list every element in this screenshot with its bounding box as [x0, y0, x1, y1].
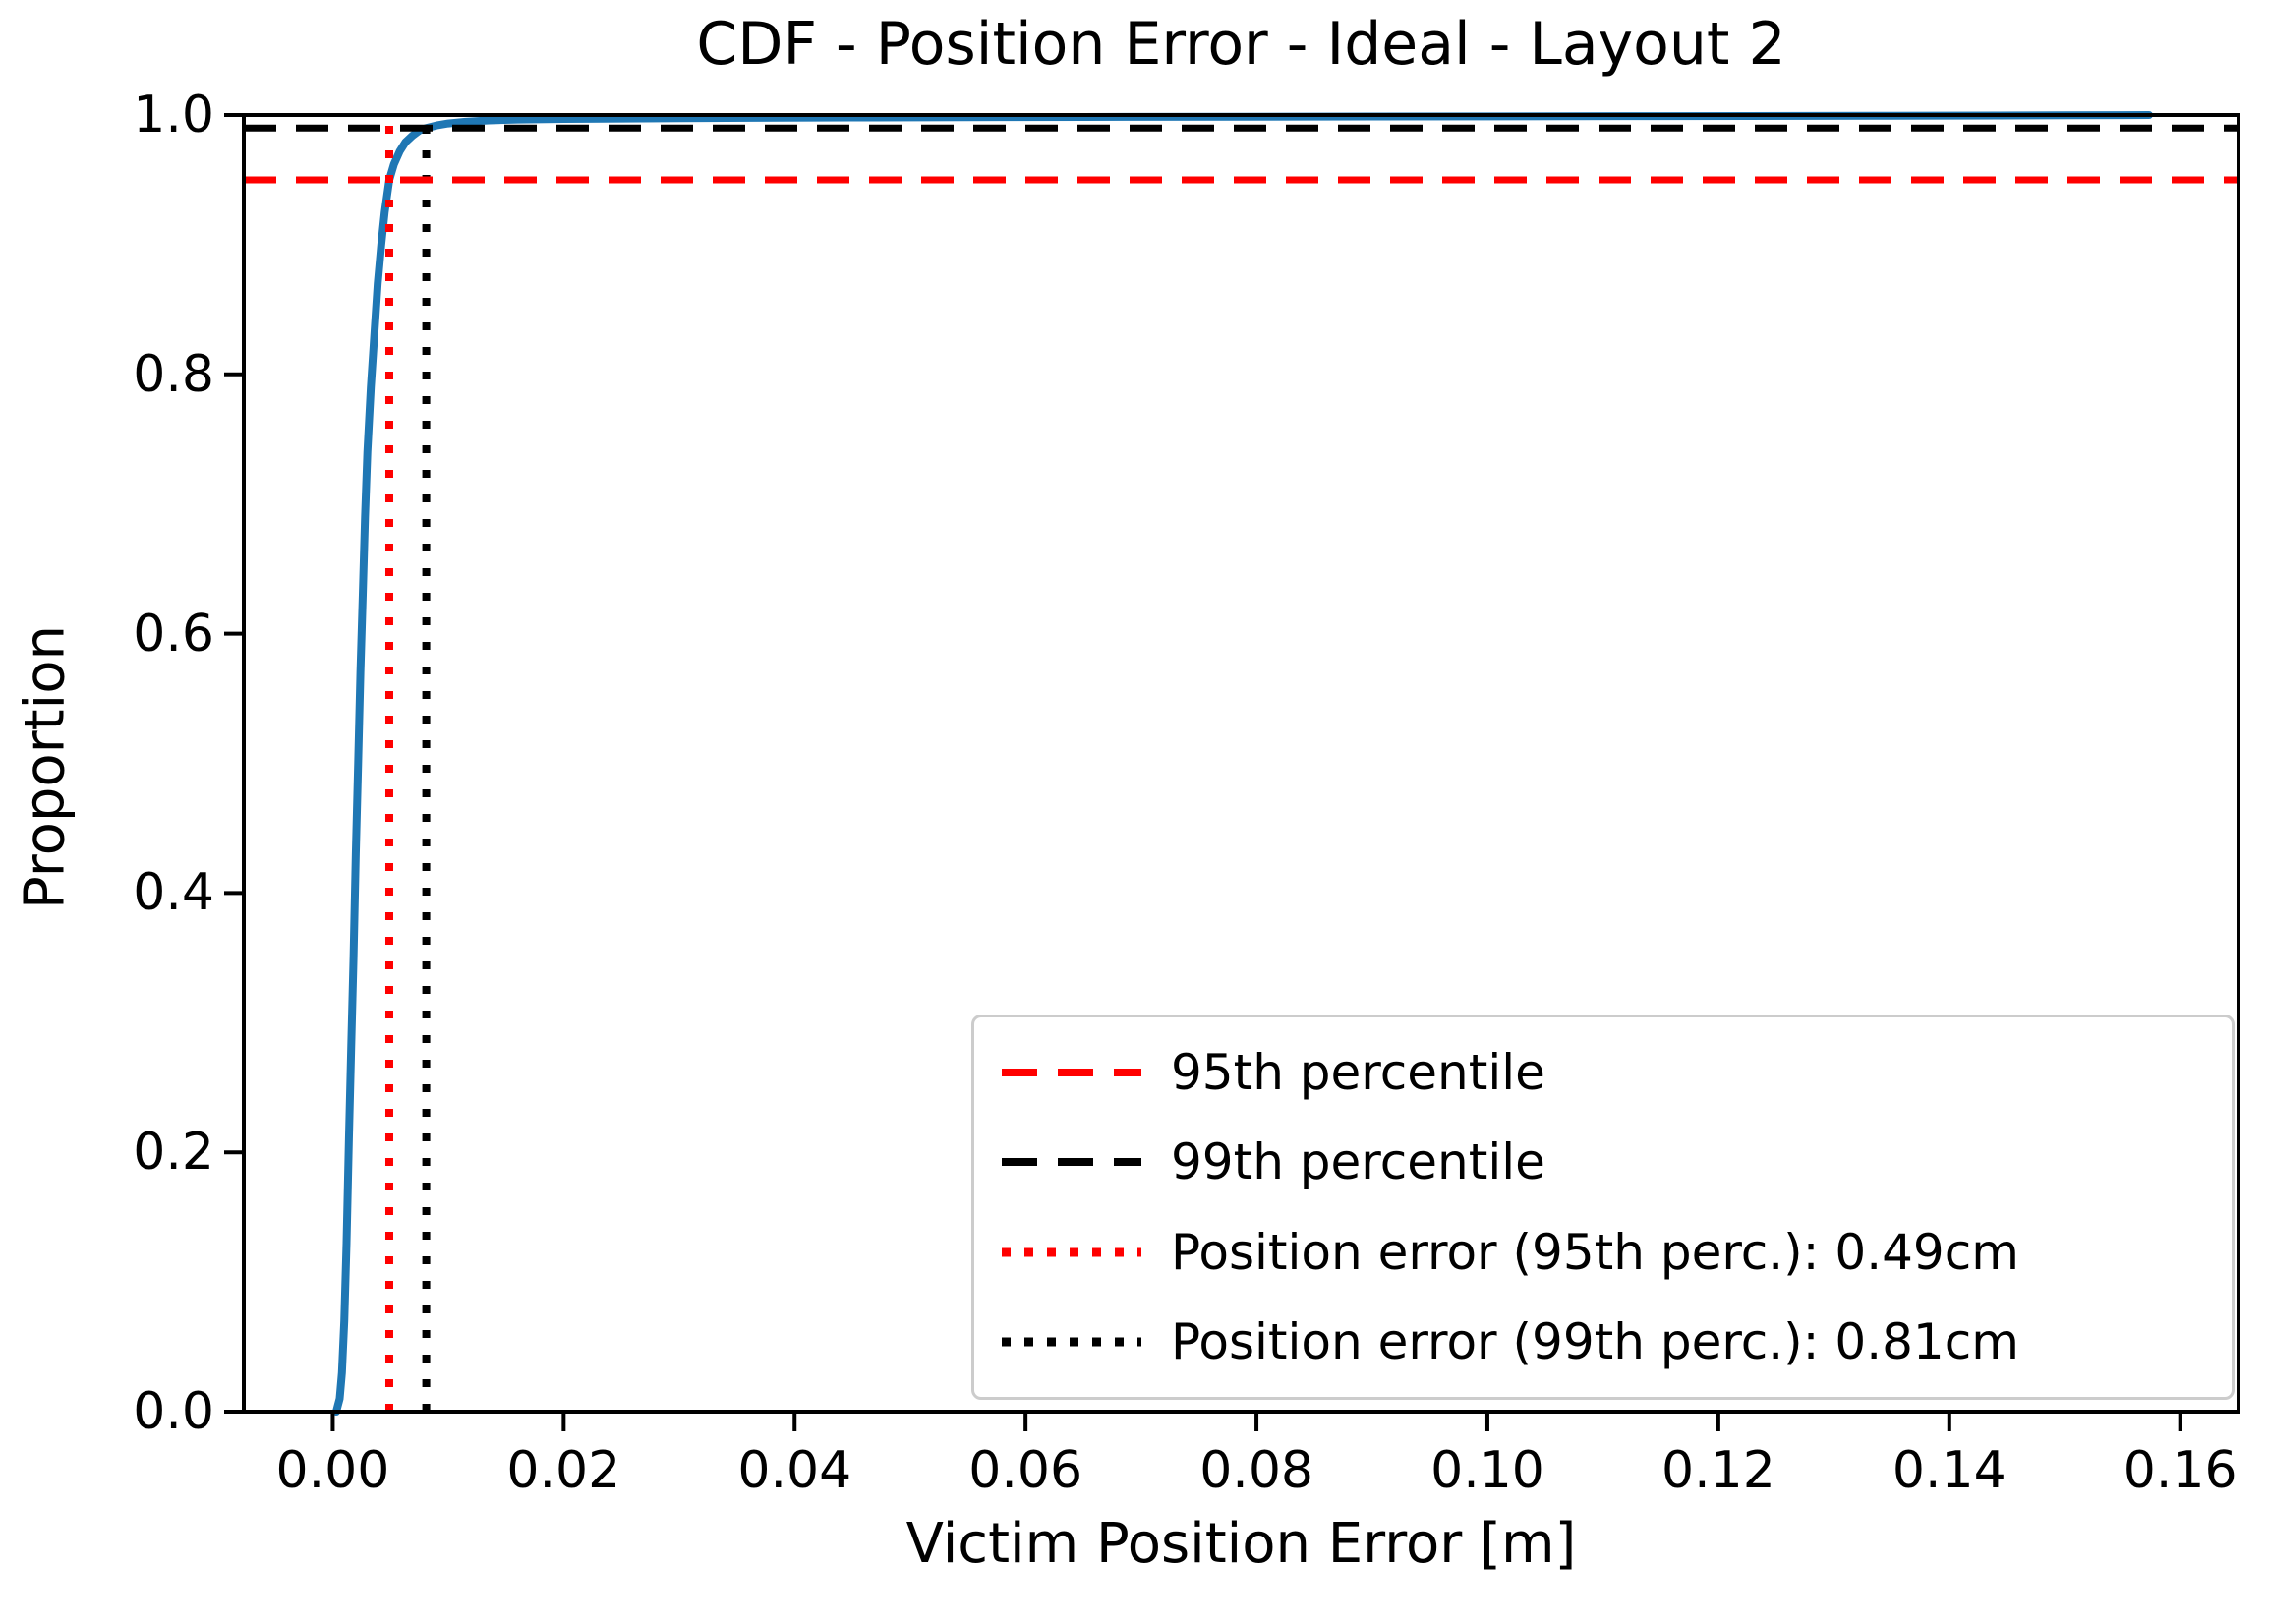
legend-item-label: Position error (95th perc.): 0.49cm [1171, 1223, 2019, 1281]
ecdf-curve [332, 111, 2153, 1416]
legend-item: Position error (99th perc.): 0.81cm [998, 1299, 2232, 1385]
x-tick-label: 0.10 [1430, 1441, 1544, 1500]
x-tick-label: 0.00 [275, 1441, 390, 1500]
x-tick-label: 0.14 [1891, 1441, 2007, 1500]
x-tick-label: 0.08 [1199, 1441, 1313, 1500]
y-tick-label: 0.4 [133, 863, 214, 923]
x-tick-label: 0.04 [737, 1441, 852, 1500]
chart-title: CDF - Position Error - Ideal - Layout 2 [696, 10, 1786, 79]
x-tick-label: 0.06 [968, 1441, 1083, 1500]
x-tick-label: 0.02 [506, 1441, 621, 1500]
plot-spines [242, 113, 2240, 1414]
legend: 95th percentile 99th percentile Position e… [971, 1015, 2235, 1400]
legend-item-label: 95th percentile [1171, 1043, 1545, 1101]
legend-dashed-line-icon [1002, 1158, 1141, 1167]
legend-item: 95th percentile [998, 1029, 2232, 1116]
y-tick-label: 0.0 [133, 1382, 214, 1441]
legend-item: Position error (95th perc.): 0.49cm [998, 1209, 2232, 1296]
y-tick-label: 0.2 [133, 1123, 214, 1183]
legend-dotted-line-icon [1002, 1337, 1141, 1347]
legend-dotted-line-icon [1002, 1247, 1141, 1257]
legend-item-label: Position error (99th perc.): 0.81cm [1171, 1313, 2019, 1371]
y-tick-label: 1.0 [133, 86, 214, 145]
x-tick-label: 0.12 [1661, 1441, 1775, 1500]
legend-item-label: 99th percentile [1171, 1133, 1545, 1191]
legend-item: 99th percentile [998, 1119, 2232, 1205]
y-tick-label: 0.6 [133, 604, 214, 664]
legend-dashed-line-icon [1002, 1068, 1141, 1076]
y-axis-label: Proportion [13, 625, 78, 909]
x-axis-label: Victim Position Error [m] [905, 1512, 1577, 1576]
y-tick-label: 0.8 [133, 344, 214, 404]
x-tick-label: 0.16 [2123, 1441, 2238, 1500]
